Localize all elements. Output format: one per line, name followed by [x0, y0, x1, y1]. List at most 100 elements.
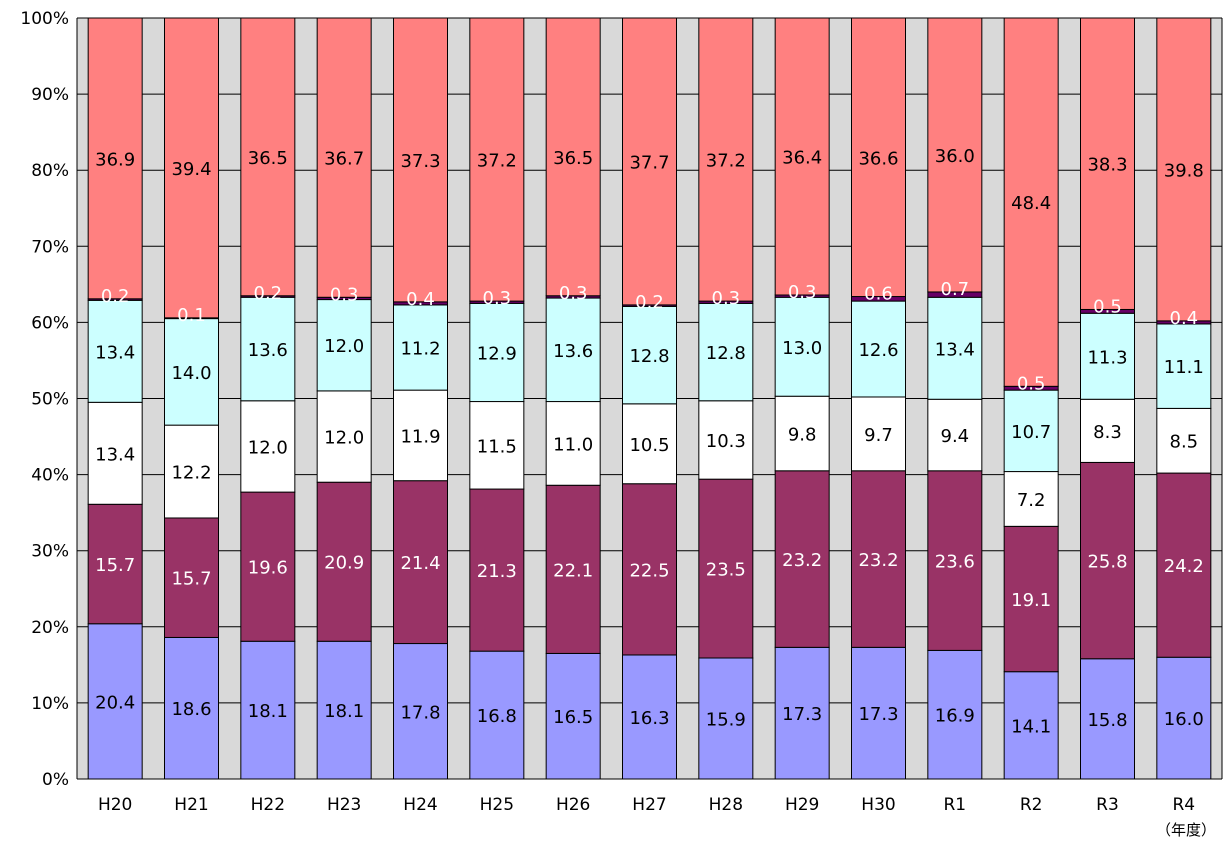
bar-segment — [927, 296, 983, 400]
bar-value-label: 0.3 — [330, 284, 359, 305]
bar-segment — [1156, 407, 1212, 474]
bar-segment — [698, 302, 754, 402]
bar-value-label: 12.0 — [248, 437, 288, 458]
bar-value-label: 18.1 — [324, 701, 364, 722]
bar-segment — [87, 503, 143, 625]
bar-value-label: 7.2 — [1017, 490, 1046, 511]
bar-segment — [393, 643, 448, 780]
bar-value-label: 15.7 — [95, 555, 135, 576]
bar-value-label: 8.3 — [1093, 422, 1122, 443]
bar-value-label: 12.8 — [629, 346, 669, 367]
bar-value-label: 0.2 — [101, 286, 130, 307]
bar-value-label: 0.5 — [1017, 373, 1046, 394]
bar-value-label: 39.4 — [171, 159, 211, 180]
bar-value-label: 19.6 — [248, 558, 288, 579]
bar-value-label: 9.7 — [864, 425, 893, 446]
bar-value-label: 12.9 — [477, 343, 517, 364]
bar-segment — [87, 17, 143, 300]
bar-value-label: 0.5 — [1093, 296, 1122, 317]
bar-value-label: 12.0 — [324, 428, 364, 449]
bar-segment — [164, 318, 219, 426]
bar-segment — [87, 299, 143, 403]
bar-segment — [1080, 17, 1135, 310]
bar-value-label: 0.6 — [864, 284, 893, 305]
bar-value-label: 38.3 — [1087, 155, 1127, 176]
bar-value-label: 0.2 — [254, 283, 283, 304]
y-tick-label: 50% — [31, 390, 69, 410]
bar-value-label: 15.8 — [1087, 710, 1127, 731]
bar-value-label: 21.4 — [400, 553, 440, 574]
bar-value-label: 18.6 — [171, 699, 211, 720]
bar-segment — [1003, 389, 1059, 473]
value-labels: 20.4 15.7 13.4 13.4 0.2 36.9 18.6 15.7 12.2 14.0 0… — [95, 146, 1204, 737]
bar-segment — [545, 401, 601, 486]
bar-segment — [1003, 525, 1059, 673]
x-tick-label: H21 — [174, 795, 208, 815]
bar-value-label: 12.0 — [324, 336, 364, 357]
bar-segment — [164, 424, 219, 519]
bar-value-label: 11.9 — [400, 426, 440, 447]
bar-value-label: 22.1 — [553, 560, 593, 581]
bar-value-label: 0.4 — [406, 289, 435, 310]
y-tick-label: 30% — [31, 542, 69, 562]
bar-segment — [240, 296, 296, 402]
bar-value-label: 17.3 — [858, 704, 898, 725]
bar-value-label: 11.2 — [400, 339, 440, 360]
bar-value-label: 12.6 — [858, 340, 898, 361]
bar-segment — [545, 297, 601, 403]
bar-value-label: 9.8 — [788, 425, 817, 446]
bars — [87, 17, 1212, 780]
bar-value-label: 13.6 — [248, 340, 288, 361]
bar-value-label: 36.9 — [95, 149, 135, 170]
bar-value-label: 0.1 — [177, 305, 206, 326]
bar-segment — [316, 640, 372, 780]
bar-value-label: 36.5 — [553, 148, 593, 169]
bar-segment — [1156, 472, 1212, 658]
bar-value-label: 10.3 — [706, 431, 746, 452]
x-unit-label: （年度） — [1156, 821, 1216, 839]
bar-value-label: 20.9 — [324, 553, 364, 574]
bar-segment — [622, 305, 677, 405]
bar-value-label: 37.7 — [629, 152, 669, 173]
bar-segment — [316, 481, 372, 642]
bar-value-label: 20.4 — [95, 692, 135, 713]
x-tick-label: H25 — [480, 795, 514, 815]
bar-segment — [240, 491, 296, 642]
bar-segment — [87, 401, 143, 505]
bar-segment — [316, 390, 372, 483]
x-tick-label: H20 — [98, 795, 132, 815]
bar-segment — [698, 657, 754, 780]
bar-value-label: 13.6 — [553, 341, 593, 362]
bar-segment — [240, 640, 296, 780]
bar-value-label: 12.2 — [171, 463, 211, 484]
x-tick-label: R1 — [944, 795, 967, 815]
bar-value-label: 25.8 — [1087, 552, 1127, 573]
bar-value-label: 36.0 — [935, 146, 975, 167]
y-tick-label: 80% — [31, 161, 69, 181]
bar-value-label: 36.6 — [858, 148, 898, 169]
bar-value-label: 15.7 — [171, 569, 211, 590]
bar-segment — [87, 623, 143, 780]
bar-segment — [698, 478, 754, 659]
bar-value-label: 11.5 — [477, 436, 517, 457]
x-tick-label: R2 — [1020, 795, 1043, 815]
y-tick-label: 10% — [31, 694, 69, 714]
bar-segment — [774, 470, 830, 648]
bar-segment — [1080, 461, 1135, 660]
bar-segment — [469, 17, 525, 302]
bar-segment — [1080, 658, 1135, 780]
bar-value-label: 8.5 — [1170, 432, 1199, 453]
bar-value-label: 21.3 — [477, 561, 517, 582]
bar-segment — [851, 470, 906, 648]
bar-segment — [1080, 398, 1135, 463]
bar-segment — [1156, 17, 1212, 322]
x-tick-label: H24 — [403, 795, 437, 815]
bar-value-label: 16.9 — [935, 706, 975, 727]
y-tick-label: 40% — [31, 466, 69, 486]
bar-value-label: 24.2 — [1164, 556, 1204, 577]
bar-segment — [393, 389, 448, 482]
bar-value-label: 0.3 — [483, 288, 512, 309]
bar-value-label: 39.8 — [1164, 160, 1204, 181]
